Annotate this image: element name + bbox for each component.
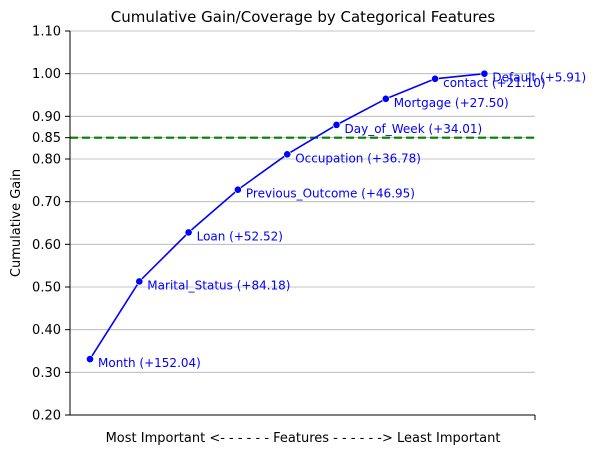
point-label-3: Previous_Outcome (+46.95) xyxy=(246,187,415,201)
axes xyxy=(69,31,536,420)
y-tick-label-1: 0.30 xyxy=(32,366,61,381)
point-label-6: Mortgage (+27.50) xyxy=(394,96,509,110)
point-label-5: Day_of_Week (+34.01) xyxy=(345,122,483,136)
chart-title: Cumulative Gain/Coverage by Categorical … xyxy=(111,8,496,26)
point-label-8: Default (+5.91) xyxy=(492,71,586,85)
data-point-7 xyxy=(431,74,439,83)
y-tick-label-9: 1.00 xyxy=(32,67,61,82)
y-tick-label-0: 0.20 xyxy=(32,409,61,424)
grid-lines xyxy=(70,30,535,416)
data-point-8 xyxy=(480,69,489,78)
point-label-1: Marital_Status (+84.18) xyxy=(147,278,290,292)
data-point-1 xyxy=(135,277,144,286)
y-tick-label-6: 0.80 xyxy=(32,153,61,168)
point-labels: Month (+152.04) Marital_Status (+84.18) Lo… xyxy=(98,71,586,370)
point-label-4: Occupation (+36.78) xyxy=(295,151,421,165)
y-tick-label-5: 0.70 xyxy=(32,195,61,210)
data-point-0 xyxy=(86,355,94,364)
y-axis-ticks: 0.20 0.30 0.40 0.50 0.60 0.70 0.80 0.85 0.90 1.00… xyxy=(32,25,70,424)
point-label-0: Month (+152.04) xyxy=(98,356,201,370)
data-point-5 xyxy=(332,120,341,129)
y-tick-label-8: 0.90 xyxy=(32,110,61,125)
data-point-3 xyxy=(233,185,242,194)
point-label-2: Loan (+52.52) xyxy=(197,229,283,243)
gain-series xyxy=(86,69,489,364)
data-point-2 xyxy=(184,228,193,237)
y-tick-label-7: 0.85 xyxy=(32,131,61,146)
y-axis-label: Cumulative Gain xyxy=(9,169,24,277)
y-tick-label-2: 0.40 xyxy=(32,323,61,338)
x-axis-label: Most Important <- - - - - - Features - -… xyxy=(106,431,501,446)
y-tick-label-3: 0.50 xyxy=(32,281,61,296)
y-tick-label-4: 0.60 xyxy=(32,238,61,253)
point-label-7: contact (+21.10) xyxy=(443,76,545,90)
data-point-6 xyxy=(381,94,390,103)
data-point-4 xyxy=(283,150,292,159)
y-tick-label-10: 1.10 xyxy=(32,25,61,40)
